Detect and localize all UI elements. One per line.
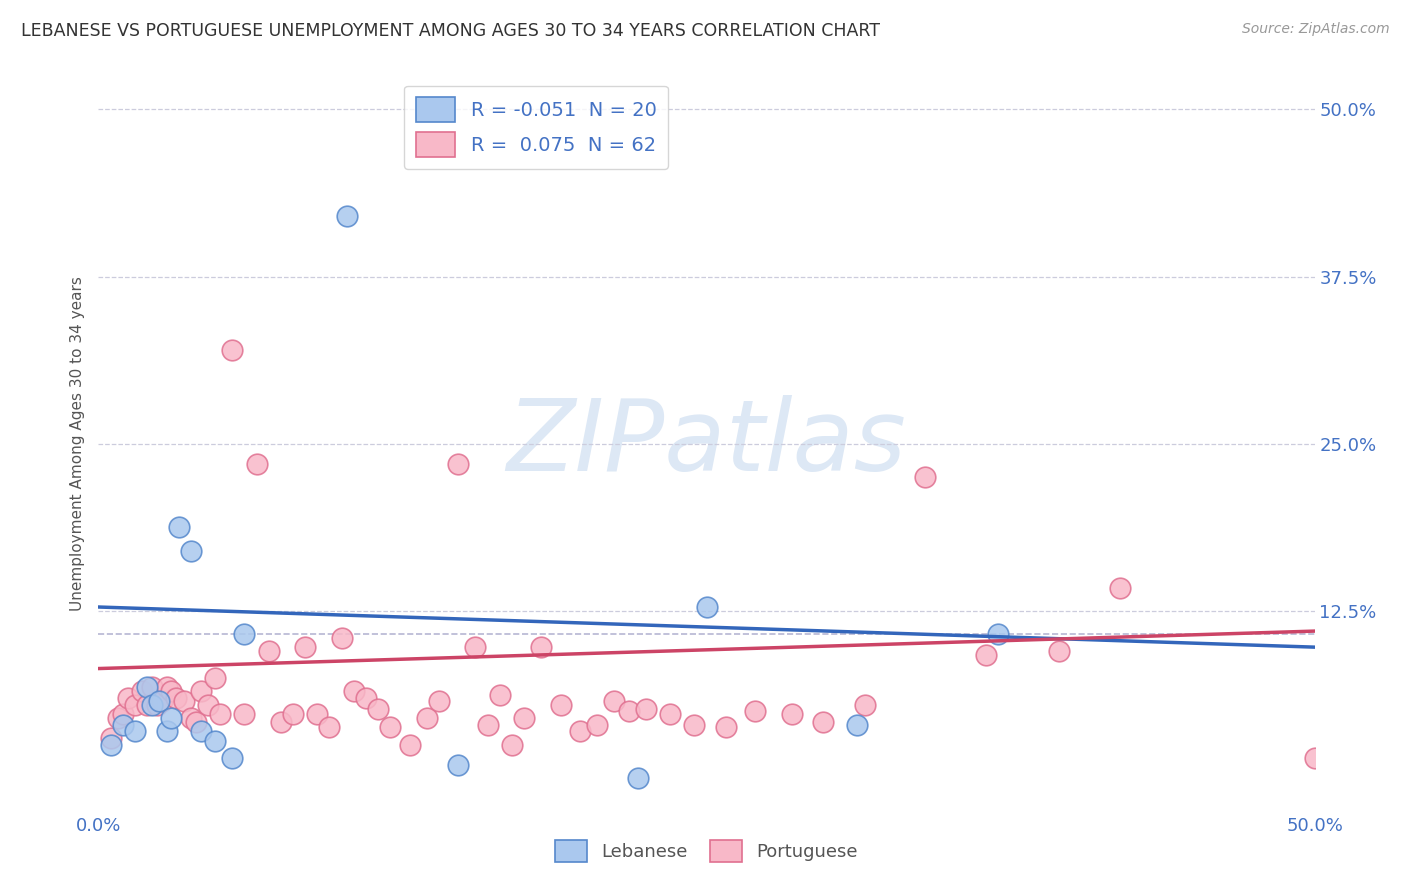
Point	[380, 721, 402, 735]
Point	[367, 701, 389, 715]
Text: Source: ZipAtlas.com: Source: ZipAtlas.com	[1241, 22, 1389, 37]
Point	[124, 724, 146, 739]
Point	[914, 470, 936, 484]
Point	[617, 705, 640, 719]
Point	[100, 731, 122, 746]
Point	[318, 721, 340, 735]
Point	[530, 640, 553, 655]
Point	[586, 717, 609, 731]
Point	[294, 640, 316, 655]
Point	[696, 599, 718, 614]
Point	[513, 711, 536, 725]
Point	[335, 209, 357, 223]
Point	[603, 694, 626, 708]
Point	[627, 771, 650, 786]
Point	[281, 706, 304, 721]
Point	[160, 711, 183, 725]
Text: LEBANESE VS PORTUGUESE UNEMPLOYMENT AMONG AGES 30 TO 34 YEARS CORRELATION CHART: LEBANESE VS PORTUGUESE UNEMPLOYMENT AMON…	[21, 22, 880, 40]
Y-axis label: Unemployment Among Ages 30 to 34 years: Unemployment Among Ages 30 to 34 years	[69, 277, 84, 611]
Point	[398, 738, 420, 752]
Point	[550, 698, 572, 712]
Point	[1303, 751, 1326, 765]
Point	[853, 698, 876, 712]
Point	[165, 690, 187, 705]
Point	[209, 706, 232, 721]
Point	[1047, 644, 1070, 658]
Point	[477, 717, 499, 731]
Point	[464, 640, 486, 655]
Point	[190, 684, 212, 698]
Point	[974, 648, 997, 662]
Point	[160, 684, 183, 698]
Point	[846, 717, 869, 731]
Point	[107, 711, 129, 725]
Point	[780, 706, 803, 721]
Point	[190, 724, 212, 739]
Point	[111, 717, 134, 731]
Point	[233, 706, 256, 721]
Point	[744, 705, 766, 719]
Point	[307, 706, 329, 721]
Point	[150, 694, 173, 708]
Point	[136, 698, 159, 712]
Legend: Lebanese, Portuguese: Lebanese, Portuguese	[547, 832, 866, 869]
Point	[416, 711, 439, 725]
Point	[204, 733, 226, 747]
Point	[634, 701, 657, 715]
Point	[1109, 582, 1132, 596]
Point	[117, 690, 139, 705]
Point	[204, 671, 226, 685]
Point	[136, 680, 159, 694]
Point	[221, 751, 243, 765]
Point	[173, 694, 195, 708]
Point	[270, 715, 292, 730]
Point	[197, 698, 219, 712]
Point	[447, 457, 470, 471]
Point	[447, 758, 470, 772]
Point	[427, 694, 450, 708]
Point	[146, 698, 169, 712]
Point	[714, 721, 737, 735]
Point	[257, 644, 280, 658]
Point	[155, 680, 177, 694]
Point	[111, 706, 134, 721]
Point	[354, 690, 377, 705]
Text: ZIPatlas: ZIPatlas	[506, 395, 907, 492]
Point	[330, 631, 353, 645]
Point	[233, 626, 256, 640]
Point	[148, 694, 170, 708]
Point	[569, 724, 592, 739]
Point	[155, 724, 177, 739]
Point	[180, 543, 202, 558]
Point	[488, 689, 510, 703]
Point	[659, 706, 682, 721]
Point	[245, 457, 267, 471]
Point	[100, 738, 122, 752]
Point	[180, 711, 202, 725]
Point	[167, 519, 190, 533]
Point	[813, 715, 835, 730]
Point	[131, 684, 153, 698]
Point	[683, 717, 706, 731]
Point	[343, 684, 366, 698]
Point	[987, 626, 1010, 640]
Point	[221, 343, 243, 357]
Point	[184, 715, 207, 730]
Point	[124, 698, 146, 712]
Point	[501, 738, 523, 752]
Point	[141, 698, 163, 712]
Point	[141, 680, 163, 694]
